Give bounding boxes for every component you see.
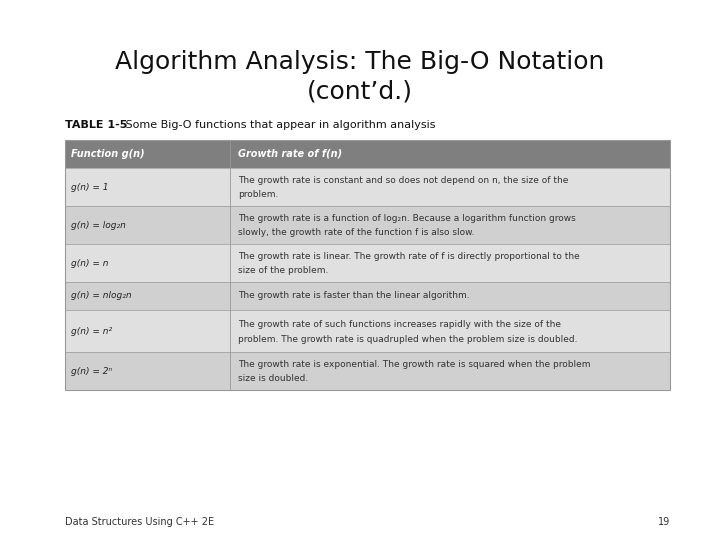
Text: g(n) = 1: g(n) = 1 — [71, 183, 109, 192]
Bar — [65, 206, 670, 244]
Text: size is doubled.: size is doubled. — [238, 374, 308, 383]
Text: size of the problem.: size of the problem. — [238, 266, 328, 275]
Text: problem. The growth rate is quadrupled when the problem size is doubled.: problem. The growth rate is quadrupled w… — [238, 335, 577, 344]
Text: (cont’d.): (cont’d.) — [307, 80, 413, 104]
Bar — [65, 244, 670, 282]
Text: The growth rate is faster than the linear algorithm.: The growth rate is faster than the linea… — [238, 292, 469, 300]
Text: Algorithm Analysis: The Big-O Notation: Algorithm Analysis: The Big-O Notation — [115, 50, 605, 74]
Text: TABLE 1-5: TABLE 1-5 — [65, 120, 127, 130]
Text: g(n) = nlog₂n: g(n) = nlog₂n — [71, 292, 132, 300]
Text: The growth rate is a function of log₂n. Because a logarithm function grows: The growth rate is a function of log₂n. … — [238, 214, 576, 224]
Text: Growth rate of f(n): Growth rate of f(n) — [238, 149, 342, 159]
Bar — [65, 140, 670, 390]
Text: The growth rate is constant and so does not depend on n, the size of the: The growth rate is constant and so does … — [238, 177, 568, 185]
Text: Function g(n): Function g(n) — [71, 149, 145, 159]
Bar — [65, 310, 670, 352]
Text: g(n) = n²: g(n) = n² — [71, 327, 112, 335]
Bar — [65, 140, 670, 168]
Text: Data Structures Using C++ 2E: Data Structures Using C++ 2E — [65, 517, 214, 527]
Bar — [65, 352, 670, 390]
Text: problem.: problem. — [238, 190, 279, 199]
Text: g(n) = n: g(n) = n — [71, 259, 109, 267]
Text: The growth rate of such functions increases rapidly with the size of the: The growth rate of such functions increa… — [238, 320, 561, 329]
Bar — [65, 168, 670, 206]
Text: g(n) = log₂n: g(n) = log₂n — [71, 220, 126, 230]
Text: Some Big-O functions that appear in algorithm analysis: Some Big-O functions that appear in algo… — [122, 120, 436, 130]
Text: The growth rate is linear. The growth rate of f is directly proportional to the: The growth rate is linear. The growth ra… — [238, 252, 580, 261]
Text: The growth rate is exponential. The growth rate is squared when the problem: The growth rate is exponential. The grow… — [238, 360, 590, 369]
Bar — [65, 282, 670, 310]
Text: slowly, the growth rate of the function f is also slow.: slowly, the growth rate of the function … — [238, 228, 474, 237]
Text: 19: 19 — [658, 517, 670, 527]
Text: g(n) = 2ⁿ: g(n) = 2ⁿ — [71, 367, 112, 375]
